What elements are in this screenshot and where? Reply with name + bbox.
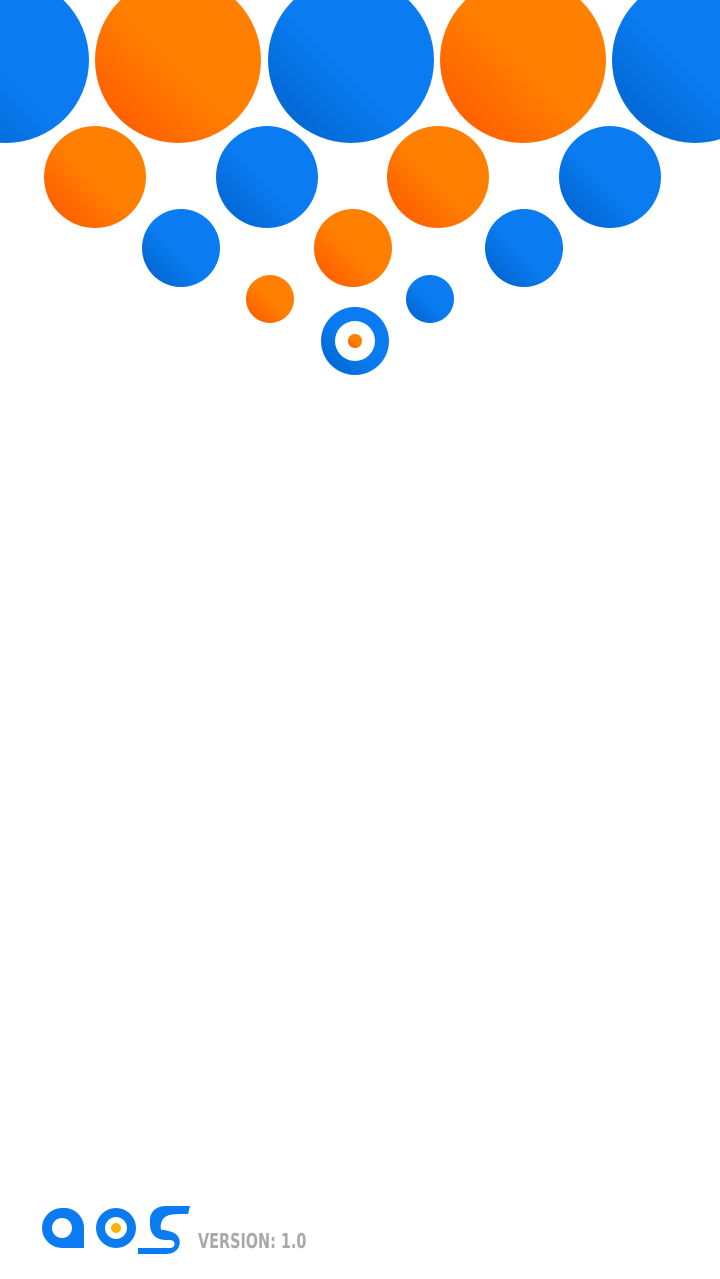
aos-logo [42,1206,190,1254]
bubble-orange [95,0,261,143]
footer: VERSION: 1.0 [38,1196,349,1256]
version-label: VERSION: 1.0 [198,1229,307,1253]
bubble-blue [216,126,318,228]
bubble-orange [314,209,392,287]
bubble-blue [559,126,661,228]
bubble-blue [485,209,563,287]
bubble-blue [406,275,454,323]
loading-indicator [321,307,389,375]
bubble-blue [142,209,220,287]
bubble-blue [612,0,720,143]
bubble-orange [387,126,489,228]
bubble-pattern [0,0,720,375]
bubble-blue [268,0,434,143]
bubble-orange [44,126,146,228]
bubble-orange [440,0,606,143]
bubble-blue [0,0,89,143]
bubble-orange [246,275,294,323]
